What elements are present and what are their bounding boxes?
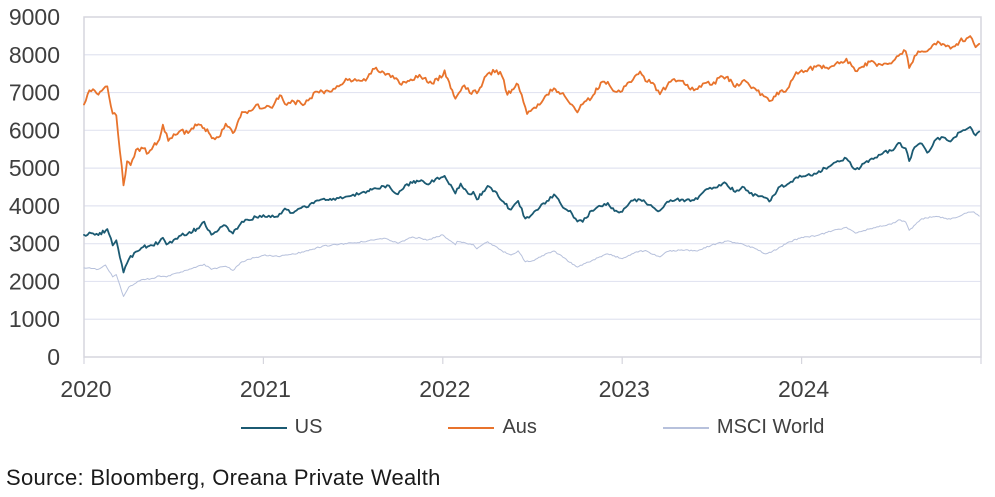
msci-world-line-swatch (662, 426, 709, 429)
line-chart-plot: 0 1000 2000 3000 4000 5000 6000 7000 8000 9000 202… (9, 4, 982, 402)
y-axis-label: 5000 (9, 155, 60, 181)
legend-label-aus: Aus (502, 416, 537, 438)
legend-item-msci-world: MSCI World (662, 416, 825, 439)
legend-label-msci-world: MSCI World (716, 416, 825, 438)
y-axis-label: 8000 (9, 42, 60, 68)
legend-item-us: US (240, 416, 323, 439)
series-line-aus (83, 35, 981, 187)
y-axis-label: 3000 (9, 231, 60, 257)
series-line-us (83, 126, 981, 274)
y-axis-label: 4000 (9, 193, 60, 219)
x-axis-label: 2023 (599, 376, 650, 402)
plot-border (83, 16, 982, 358)
y-axis-label: 1000 (9, 306, 60, 332)
x-axis-label: 2021 (240, 376, 291, 402)
y-axis-label: 6000 (9, 117, 60, 143)
x-axis-label: 2024 (778, 376, 829, 402)
legend-label-us: US (294, 416, 323, 438)
y-axis-label: 2000 (9, 268, 60, 294)
us-line-swatch (240, 426, 287, 429)
aus-line-swatch (448, 426, 495, 429)
y-axis-label: 7000 (9, 80, 60, 106)
y-axis-label: 0 (47, 344, 60, 370)
x-axis-label: 2022 (419, 376, 470, 402)
x-axis-label: 2020 (60, 376, 111, 402)
chart-legend: US Aus MSCI World (84, 416, 981, 439)
y-axis-label: 9000 (9, 4, 60, 30)
series-line-msci-world (83, 211, 980, 297)
legend-item-aus: Aus (448, 416, 537, 439)
source-note: Source: Bloomberg, Oreana Private Wealth (6, 465, 441, 490)
